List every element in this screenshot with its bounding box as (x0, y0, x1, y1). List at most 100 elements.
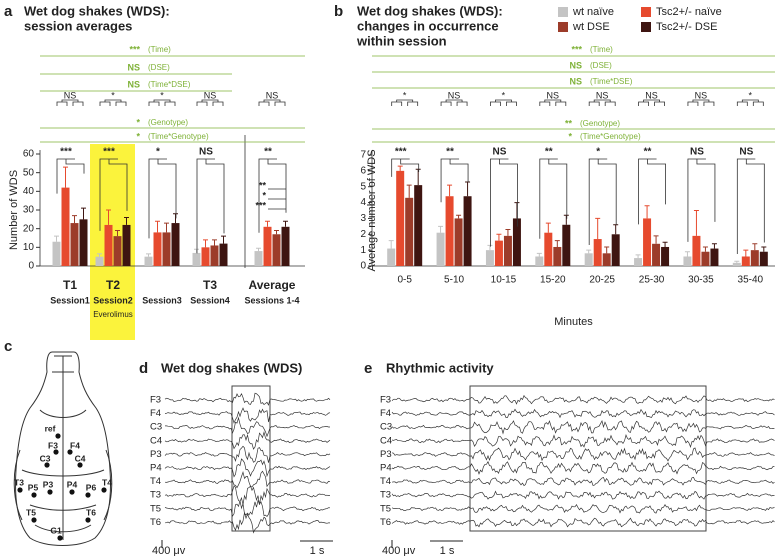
bar (171, 223, 180, 266)
y-tick-label: 0 (28, 261, 34, 272)
channel-label: T4 (380, 476, 391, 487)
error-bar (743, 249, 749, 257)
bracket (148, 158, 177, 239)
channel-label: T4 (150, 476, 161, 487)
bar (535, 256, 544, 266)
electrode (69, 489, 75, 495)
bracket (687, 158, 716, 242)
pair-test: NS (645, 90, 658, 100)
panel-title: Wet dog shakes (WDS) (161, 360, 302, 375)
error-bar (465, 181, 471, 197)
electrode (85, 492, 91, 498)
error-bar (613, 224, 619, 235)
category-tag: T2 (106, 278, 120, 292)
error-bar (164, 222, 169, 233)
panel-label: a (4, 3, 13, 20)
electrode (47, 489, 53, 495)
x-tick-label: 25-30 (639, 275, 665, 286)
bar (104, 224, 113, 266)
highlight-box (469, 385, 707, 532)
test-stars: * (136, 117, 140, 127)
group-test: NS (690, 147, 704, 158)
electrode (53, 449, 59, 455)
electrode (67, 449, 73, 455)
bar (122, 224, 131, 266)
legend-label: wt naïve (572, 6, 614, 18)
eeg-trace (391, 476, 775, 487)
group-test: NS (739, 147, 753, 158)
electrode (77, 462, 83, 468)
channel-label: C3 (150, 422, 162, 433)
bar (701, 251, 710, 266)
electrode-label: T6 (86, 507, 96, 517)
pair-test: * (403, 90, 407, 100)
test-label: (Time*Genotype) (580, 132, 641, 141)
x-axis-label: Minutes (554, 316, 593, 328)
group-test: NS (492, 147, 506, 158)
y-tick-label: 40 (23, 186, 35, 197)
channel-label: T3 (150, 490, 161, 501)
legend-label: Tsc2+/- naïve (656, 6, 722, 18)
error-bar (81, 207, 86, 220)
channel-label: C3 (380, 422, 392, 433)
error-bar (711, 243, 717, 249)
channel-label: P3 (150, 449, 162, 460)
bar (602, 253, 611, 266)
bar (70, 223, 79, 266)
bracket (440, 99, 468, 106)
y-tick-label: 6 (360, 165, 366, 176)
bar (683, 256, 692, 266)
bracket (440, 158, 469, 203)
bar (153, 232, 162, 266)
category-tag: T3 (203, 278, 217, 292)
bar (387, 248, 396, 266)
electrode (44, 462, 50, 468)
error-bar (752, 243, 758, 251)
test-label: (DSE) (590, 61, 612, 70)
channel-label: T6 (150, 517, 161, 528)
error-bar (146, 253, 151, 257)
error-bar (496, 233, 502, 241)
bracket (588, 99, 616, 106)
error-bar (63, 166, 68, 188)
x-tick-label: 35-40 (738, 275, 764, 286)
electrode-label: T5 (26, 507, 36, 517)
y-axis-label: Number of WDS (8, 170, 20, 250)
electrode (31, 492, 37, 498)
bar (710, 248, 719, 266)
group-test: NS (199, 147, 213, 158)
bar (52, 241, 61, 266)
eeg-trace (391, 394, 775, 405)
error-bar (653, 235, 659, 244)
error-bar (734, 260, 740, 263)
test-stars: NS (127, 62, 140, 72)
electrode-label: G1 (50, 525, 62, 535)
panel-label: b (334, 3, 343, 20)
electrode-label: C3 (40, 453, 51, 463)
channel-label: F3 (380, 395, 391, 406)
bracket (391, 158, 420, 177)
electrode-label: P5 (28, 482, 39, 492)
error-bar (644, 205, 650, 219)
pair-test: NS (695, 90, 708, 100)
error-bar (203, 239, 208, 248)
electrode (17, 487, 23, 493)
bar (759, 251, 768, 266)
chart-subtitle: session averages (24, 18, 132, 33)
eeg-trace (164, 470, 331, 489)
bar (562, 224, 571, 266)
y-tick-label: 0 (360, 261, 366, 272)
bar (634, 258, 643, 266)
pair-test: NS (266, 90, 279, 100)
error-bar (595, 217, 601, 240)
group-test: *** (103, 147, 115, 158)
bar (95, 256, 104, 266)
legend-label: Tsc2+/- DSE (656, 21, 717, 33)
channel-label: P3 (380, 449, 392, 460)
test-stars: * (568, 131, 572, 141)
test-label: (Time*DSE) (148, 80, 191, 89)
bar (643, 218, 652, 266)
error-bar (265, 220, 270, 227)
test-label: (Time) (590, 45, 613, 54)
panel-label: d (139, 360, 148, 377)
